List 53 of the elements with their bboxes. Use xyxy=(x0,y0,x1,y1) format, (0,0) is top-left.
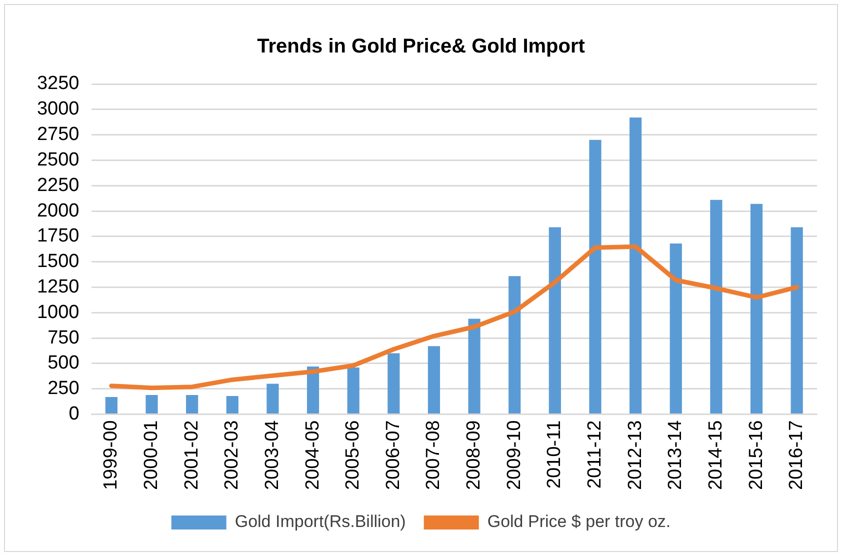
x-tick-label: 2009-10 xyxy=(504,420,525,490)
y-tick-label: 0 xyxy=(68,404,80,425)
y-tick-label: 3000 xyxy=(36,98,80,120)
x-tick-label: 2003-04 xyxy=(262,420,283,490)
y-tick-label: 2000 xyxy=(36,200,80,222)
y-tick-label: 250 xyxy=(48,378,80,400)
bar xyxy=(428,346,440,414)
bar xyxy=(508,276,521,414)
bar xyxy=(347,368,360,414)
bar xyxy=(388,353,400,414)
chart-title: Trends in Gold Price& Gold Import xyxy=(257,36,586,58)
y-tick-label: 1250 xyxy=(36,276,80,298)
y-tick-label: 1000 xyxy=(36,302,80,323)
bar xyxy=(790,227,803,414)
x-tick-label: 1999-00 xyxy=(100,420,122,490)
bar xyxy=(226,396,238,414)
y-tick-label: 1500 xyxy=(36,251,80,272)
x-tick-label: 2007-08 xyxy=(423,420,444,490)
y-tick-label: 500 xyxy=(48,352,80,374)
legend-label: Gold Import(Rs.Billion) xyxy=(234,512,406,532)
y-tick-label: 2500 xyxy=(36,149,80,170)
x-tick-label: 2006-07 xyxy=(382,420,404,490)
x-tick-label: 2005-06 xyxy=(342,420,364,490)
legend-label: Gold Price $ per troy oz. xyxy=(487,512,671,532)
bar xyxy=(468,318,480,414)
y-tick-label: 2750 xyxy=(36,124,80,146)
x-tick-label: 2016-17 xyxy=(786,420,808,490)
bar xyxy=(670,244,682,414)
y-tick-label: 1750 xyxy=(36,226,80,247)
bar xyxy=(306,366,320,414)
bar xyxy=(146,394,158,414)
bar xyxy=(750,204,763,414)
x-tick-label: 2012-13 xyxy=(624,420,646,490)
x-tick-label: 2014-15 xyxy=(705,420,726,490)
bar xyxy=(186,394,198,414)
x-tick-label: 2013-14 xyxy=(665,420,686,490)
bar xyxy=(630,118,642,414)
x-tick-label: 2000-01 xyxy=(140,420,162,490)
x-tick-label: 2015-16 xyxy=(746,420,767,490)
bar xyxy=(589,140,602,414)
x-tick-label: 2002-03 xyxy=(222,420,243,490)
bar xyxy=(548,227,561,414)
bar xyxy=(710,200,722,414)
bar xyxy=(105,396,118,414)
x-tick-label: 2010-11 xyxy=(544,420,566,489)
x-tick-label: 2001-02 xyxy=(181,420,202,490)
y-tick-label: 750 xyxy=(48,327,80,348)
y-tick-label: 2250 xyxy=(36,174,80,196)
bar xyxy=(266,384,279,414)
x-tick-label: 2008-09 xyxy=(464,420,485,490)
x-tick-label: 2011-12 xyxy=(584,420,606,489)
y-tick-label: 3250 xyxy=(36,73,80,94)
x-tick-label: 2004-05 xyxy=(302,420,324,490)
